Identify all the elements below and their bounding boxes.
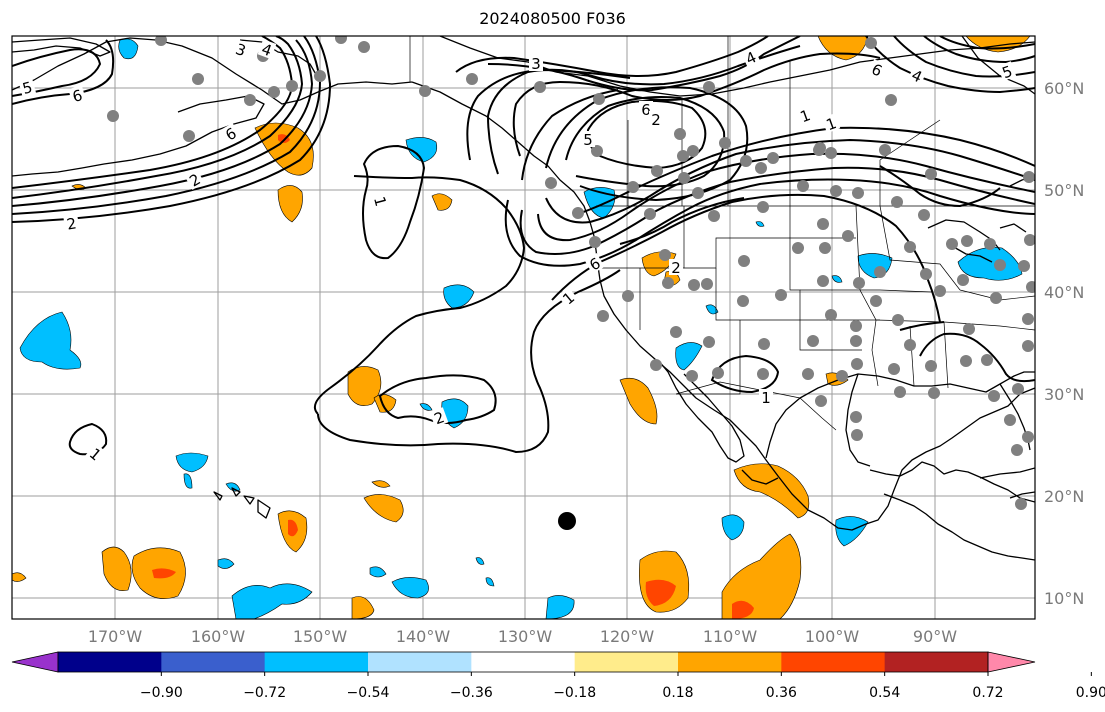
contour-label: 5: [583, 131, 593, 149]
contour-label-bg: [821, 113, 841, 134]
colorbar: −0.90 −0.72 −0.54 −0.36 −0.18 0.18 0.36 0.54 0.7…: [11, 651, 1105, 701]
longitude-label: 100°W: [805, 627, 860, 646]
colorbar-segment: [884, 652, 989, 672]
colorbar-segment: [58, 652, 162, 672]
contour-label-bg: [759, 389, 773, 405]
shading-red: [152, 134, 754, 619]
colorbar-extend-low: [11, 651, 59, 673]
longitude-label: 120°W: [600, 627, 655, 646]
colorbar-tick-label: −0.18: [553, 685, 596, 701]
colorbar-tick-label: 0.72: [972, 685, 1003, 701]
contour-label-bg: [557, 287, 579, 309]
contour-label-bg: [371, 192, 391, 211]
contour-label-bg: [257, 39, 277, 60]
contour-label-bg: [997, 61, 1017, 82]
contour-label-bg: [907, 65, 927, 86]
latitude-label: 50°N: [1044, 181, 1084, 200]
latitude-label: 10°N: [1044, 589, 1084, 608]
colorbar-outline: [57, 651, 989, 673]
latitude-label: 40°N: [1044, 283, 1084, 302]
contour-label: 6: [641, 101, 651, 119]
contour-label-bg: [18, 77, 37, 97]
latitude-label: 30°N: [1044, 385, 1084, 404]
longitude-label: 110°W: [703, 627, 758, 646]
contour-label-bg: [669, 259, 683, 275]
shading-orange: [12, 36, 1031, 619]
contour-label-bg: [795, 105, 815, 126]
colorbar-segment: [368, 652, 472, 672]
colorbar-segment: [161, 652, 266, 672]
map-title: 2024080500 F036: [479, 9, 626, 28]
contour-label-bg: [584, 252, 605, 274]
coastlines: [12, 36, 1035, 561]
longitude-label: 130°W: [498, 627, 553, 646]
colorbar-extend-high: [987, 651, 1036, 673]
station-dots: [107, 36, 1035, 510]
colorbar-tick-label: −0.54: [347, 685, 390, 701]
colorbar-segment: [781, 652, 886, 672]
contour-label-bg: [867, 59, 887, 80]
longitude-labels: 170°W 160°W 150°W 140°W 130°W 120°W 110°W 100°W…: [88, 627, 957, 646]
contour-label-bg: [85, 443, 107, 465]
contour-label: 5: [21, 78, 35, 98]
contour-label-bg: [63, 213, 80, 233]
contour-label: 2: [651, 111, 661, 129]
contour-label: 1: [370, 195, 390, 209]
colorbar-tick-label: −0.90: [140, 685, 183, 701]
colorbar-tick-label: 0.18: [662, 685, 693, 701]
colorbar-tick-label: −0.36: [450, 685, 493, 701]
contour-label-bg: [68, 85, 87, 105]
contour-label: 1: [761, 389, 771, 407]
contour-label-bg: [581, 131, 595, 147]
colorbar-tick-label: 0.36: [766, 685, 797, 701]
map-frame: [11, 35, 1036, 620]
contour-label-bg: [741, 47, 761, 68]
contour-label-bg: [184, 168, 205, 190]
longitude-label: 170°W: [88, 627, 143, 646]
colorbar-tick-label: 0.54: [869, 685, 900, 701]
colorbar-tick-label: 0.90: [1076, 685, 1105, 701]
contour-label: 2: [65, 214, 78, 233]
longitude-label: 160°W: [191, 627, 246, 646]
longitude-label: 90°W: [913, 627, 957, 646]
latitude-label: 20°N: [1044, 487, 1084, 506]
contour-label-bg: [529, 55, 543, 71]
latitude-labels: 60°N 50°N 40°N 30°N 20°N 10°N: [1044, 79, 1084, 608]
contour-label: 2: [671, 259, 681, 277]
contour-label-bg: [231, 39, 251, 60]
latitude-label: 60°N: [1044, 79, 1084, 98]
longitude-label: 150°W: [293, 627, 348, 646]
colorbar-segment: [471, 652, 576, 672]
contour-label-bg: [649, 111, 663, 127]
highlight-point: [558, 512, 576, 530]
colorbar-segment: [678, 652, 782, 672]
longitude-label: 140°W: [396, 627, 451, 646]
colorbar-tick-label: −0.72: [243, 685, 286, 701]
colorbar-segment: [574, 652, 679, 672]
contour-label: 6: [71, 86, 85, 106]
colorbar-segment: [264, 652, 369, 672]
contour-label: 3: [531, 55, 541, 73]
contour-lines: [12, 36, 1035, 456]
contour-label-bg: [429, 407, 449, 428]
shading-blue: [19, 38, 1023, 619]
gridlines: [12, 36, 1035, 619]
contour-label-bg: [220, 122, 241, 144]
